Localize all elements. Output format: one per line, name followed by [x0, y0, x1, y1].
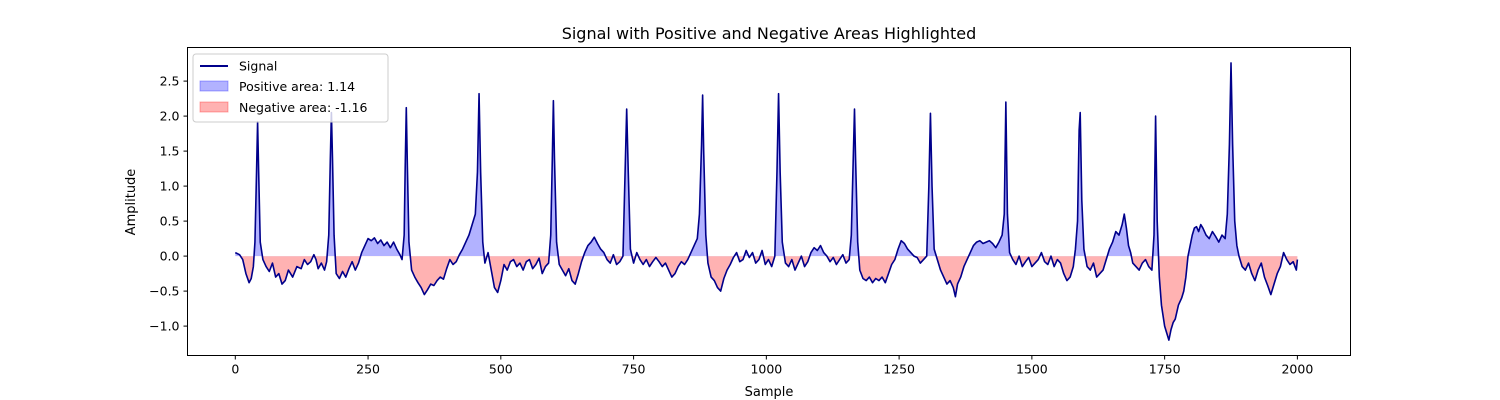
y-tick-label-2: 0.0: [160, 249, 180, 264]
y-axis-label: Amplitude: [124, 169, 139, 236]
y-tick-label-1: −0.5: [149, 284, 179, 299]
x-tick-label-1500: 1500: [1016, 362, 1048, 377]
chart-title: Signal with Positive and Negative Areas …: [562, 24, 977, 43]
x-tick-label-1000: 1000: [750, 362, 782, 377]
x-tick-label-500: 500: [489, 362, 513, 377]
legend-positive-swatch: [199, 80, 229, 92]
y-tick-label-3: 0.5: [160, 214, 180, 229]
x-axis-ticks: 0 250 500 750 1000 1250 1500 1750 2000: [231, 355, 1313, 377]
y-tick-label-7: 2.5: [160, 74, 180, 89]
x-tick-label-750: 750: [622, 362, 646, 377]
y-axis-ticks: −1.0 −0.5 0.0 0.5 1.0 1.5 2.0 2.5: [149, 74, 188, 334]
x-tick-label-1750: 1750: [1149, 362, 1181, 377]
x-tick-label-2000: 2000: [1281, 362, 1313, 377]
y-tick-label-4: 1.0: [160, 179, 180, 194]
legend-signal-label: Signal: [239, 59, 277, 74]
negative-area-fill: [240, 256, 1298, 341]
x-tick-label-1250: 1250: [883, 362, 915, 377]
legend-negative-label: Negative area: -1.16: [239, 100, 368, 115]
signal-line-layer: [234, 62, 1299, 341]
y-tick-label-0: −1.0: [149, 319, 179, 334]
y-tick-label-5: 1.5: [160, 144, 180, 159]
positive-area-fill: [235, 62, 1298, 257]
legend-positive-label: Positive area: 1.14: [239, 79, 355, 94]
x-tick-label-0: 0: [231, 362, 239, 377]
plot-frame: [187, 47, 1351, 356]
signal-line: [234, 62, 1299, 341]
legend-negative-swatch: [199, 101, 229, 113]
y-tick-label-6: 2.0: [160, 109, 180, 124]
x-tick-label-250: 250: [356, 362, 380, 377]
area-fills: [235, 62, 1298, 341]
legend-frame: [192, 53, 389, 123]
x-axis-label: Sample: [745, 385, 794, 400]
legend: Signal Positive area: 1.14 Negative area…: [192, 53, 389, 123]
